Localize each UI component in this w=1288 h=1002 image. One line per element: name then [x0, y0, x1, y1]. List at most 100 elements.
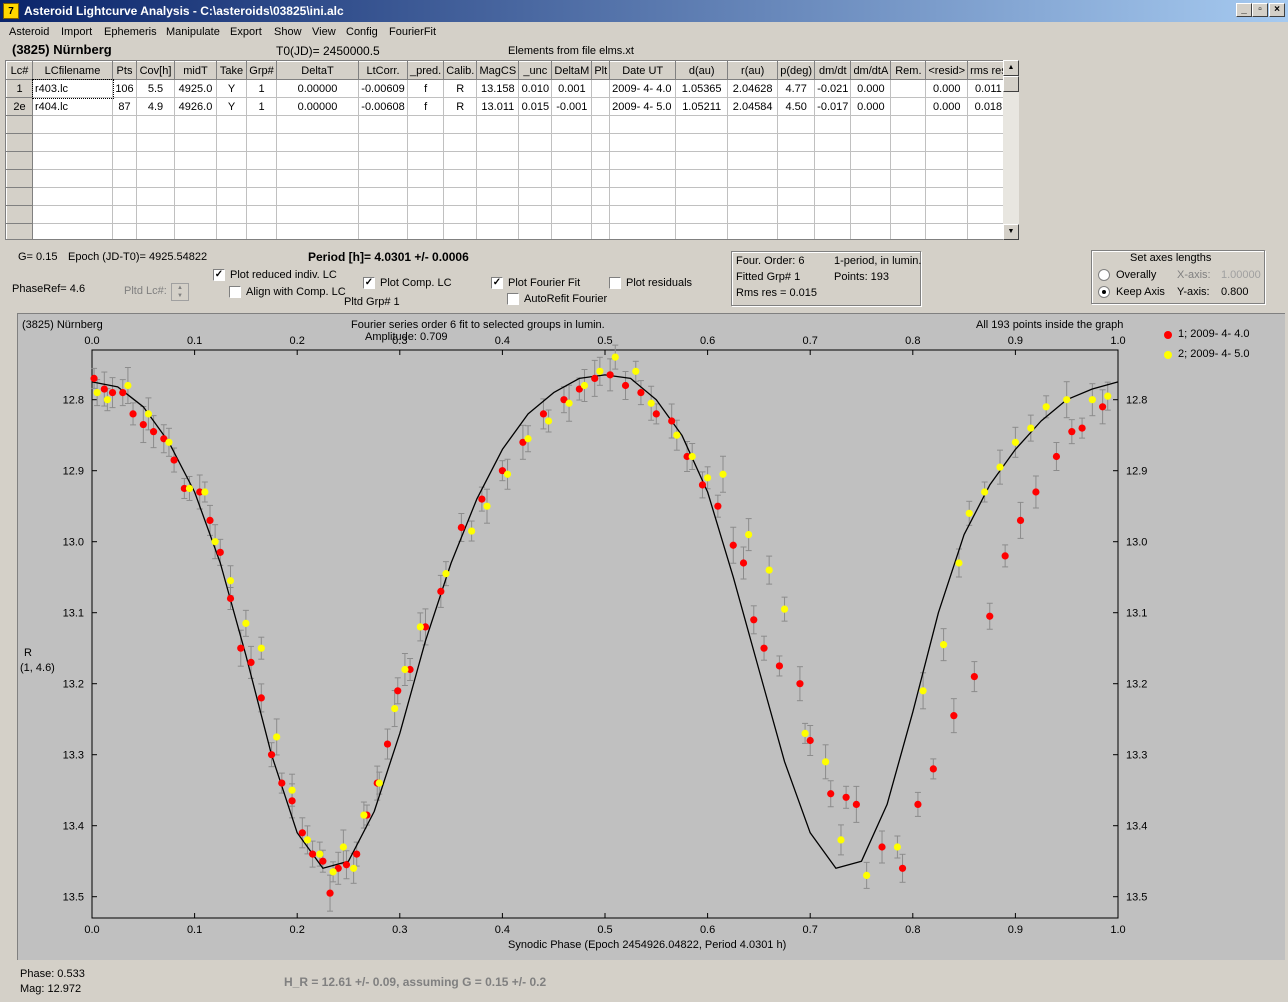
menu-view[interactable]: View [312, 26, 336, 38]
table-cell[interactable]: 4.77 [777, 79, 816, 98]
column-header[interactable]: LtCorr. [358, 61, 408, 80]
table-cell[interactable] [112, 115, 137, 134]
table-cell[interactable] [551, 187, 593, 206]
table-cell[interactable] [591, 151, 611, 170]
table-cell[interactable]: 0.00000 [276, 97, 359, 116]
table-cell[interactable] [407, 133, 445, 152]
table-cell[interactable] [518, 169, 553, 188]
menu-show[interactable]: Show [274, 26, 302, 38]
table-cell[interactable] [890, 133, 927, 152]
table-cell[interactable]: 0.001 [551, 79, 593, 98]
menu-fourierfit[interactable]: FourierFit [389, 26, 437, 38]
table-cell[interactable]: 0.015 [518, 97, 553, 116]
table-cell[interactable] [777, 133, 816, 152]
menu-asteroid[interactable]: Asteroid [9, 26, 50, 38]
column-header[interactable]: _unc [518, 61, 553, 80]
table-row-empty[interactable] [6, 169, 1010, 188]
table-cell[interactable]: 4.50 [777, 97, 816, 116]
column-header[interactable]: d(au) [675, 61, 729, 80]
table-cell[interactable] [890, 223, 927, 239]
table-cell[interactable] [216, 133, 247, 152]
table-cell[interactable] [890, 115, 927, 134]
table-cell[interactable] [443, 115, 478, 134]
table-cell[interactable] [609, 205, 677, 224]
overally-radio[interactable] [1098, 269, 1110, 281]
table-cell[interactable] [777, 115, 816, 134]
table-cell[interactable] [675, 169, 729, 188]
table-cell[interactable] [591, 205, 611, 224]
table-cell[interactable] [216, 169, 247, 188]
row-header[interactable] [6, 187, 33, 206]
table-cell[interactable] [591, 187, 611, 206]
table-cell[interactable]: f [407, 79, 445, 98]
column-header[interactable]: DeltaT [276, 61, 359, 80]
table-cell[interactable] [476, 205, 520, 224]
table-cell[interactable] [727, 223, 779, 239]
table-cell[interactable] [112, 223, 137, 239]
table-cell[interactable] [518, 187, 553, 206]
table-cell[interactable] [174, 133, 217, 152]
column-header[interactable]: rms res [967, 61, 1010, 80]
table-cell[interactable] [609, 151, 677, 170]
table-cell[interactable] [476, 169, 520, 188]
column-header[interactable]: _pred. [406, 61, 445, 80]
table-cell[interactable] [407, 223, 445, 239]
column-header[interactable]: Pts [112, 61, 137, 80]
table-cell[interactable]: 5.5 [136, 79, 175, 98]
table-cell[interactable]: Y [216, 79, 247, 98]
keep-axis-radio[interactable] [1098, 286, 1110, 298]
table-cell[interactable] [850, 205, 892, 224]
table-cell[interactable] [850, 133, 892, 152]
table-cell[interactable] [407, 115, 445, 134]
table-cell[interactable] [727, 151, 779, 170]
table-cell[interactable] [675, 223, 729, 239]
table-cell[interactable] [609, 169, 677, 188]
table-cell[interactable] [32, 223, 113, 239]
plot-residuals-checkbox[interactable] [609, 277, 621, 289]
x-axis-value[interactable]: 1.00000 [1221, 269, 1261, 281]
table-cell[interactable] [518, 223, 553, 239]
table-cell[interactable] [551, 169, 593, 188]
table-cell[interactable] [925, 187, 969, 206]
table-cell[interactable]: 4.9 [136, 97, 175, 116]
table-cell[interactable] [850, 187, 892, 206]
column-header[interactable]: MagCS [476, 61, 520, 80]
plot-canvas[interactable]: 0.0 0.0 0.1 0.1 0.2 0.2 0.3 0.3 0.4 0.4 0.5 0.5 0.6 0… [18, 314, 1284, 960]
table-cell[interactable] [32, 169, 113, 188]
table-cell[interactable] [276, 115, 359, 134]
menu-manipulate[interactable]: Manipulate [166, 26, 220, 38]
column-header[interactable]: Calib. [443, 61, 478, 80]
table-cell[interactable]: f [407, 97, 445, 116]
table-cell[interactable] [136, 133, 175, 152]
table-cell[interactable] [850, 151, 892, 170]
column-header[interactable]: Cov[h] [136, 61, 175, 80]
table-cell[interactable] [358, 205, 408, 224]
table-cell[interactable] [850, 115, 892, 134]
table-cell[interactable] [814, 169, 852, 188]
column-header[interactable]: DeltaM [551, 61, 593, 80]
table-cell[interactable] [591, 223, 611, 239]
table-cell[interactable]: 0.000 [925, 97, 969, 116]
table-cell[interactable] [925, 133, 969, 152]
table-scrollbar[interactable]: ▲ ▼ [1003, 60, 1019, 240]
table-cell[interactable] [476, 133, 520, 152]
table-cell[interactable] [591, 79, 611, 98]
table-cell[interactable] [890, 97, 927, 116]
table-cell[interactable] [174, 169, 217, 188]
table-cell[interactable] [777, 169, 816, 188]
table-cell[interactable] [518, 151, 553, 170]
row-header[interactable]: 1 [6, 79, 33, 98]
table-cell[interactable] [358, 151, 408, 170]
table-cell[interactable]: -0.001 [551, 97, 593, 116]
table-cell[interactable]: 106 [112, 79, 137, 98]
table-cell[interactable] [777, 205, 816, 224]
menu-ephemeris[interactable]: Ephemeris [104, 26, 157, 38]
table-cell[interactable] [890, 205, 927, 224]
table-cell[interactable]: r403.lc [31, 78, 114, 99]
table-cell[interactable] [216, 223, 247, 239]
row-header[interactable] [6, 133, 33, 152]
column-header[interactable]: <resid> [925, 61, 969, 80]
table-cell[interactable] [174, 205, 217, 224]
table-cell[interactable] [727, 115, 779, 134]
table-cell[interactable] [276, 187, 359, 206]
